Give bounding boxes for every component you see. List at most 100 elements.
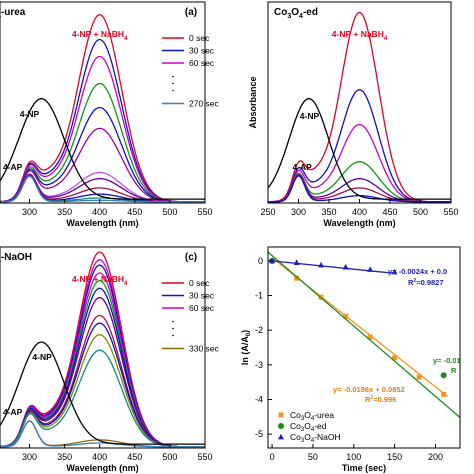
spectrum-line-trace-12 (0, 98, 205, 200)
x-tick-label: 350 (57, 207, 72, 217)
data-point (367, 266, 374, 272)
legend-label: Co3O4-ed (290, 421, 327, 433)
x-tick-label: 250 (260, 207, 275, 217)
data-point (343, 313, 349, 319)
data-point (318, 261, 325, 268)
legend-marker (278, 423, 284, 429)
y-tick-label: -1 (255, 291, 263, 301)
panel-title: 4-urea (0, 7, 26, 20)
spectrum-panel-b: 250 300 350 400 450 500 550 Wavelength (nm) Abso… (248, 7, 459, 228)
legend-marker (278, 412, 284, 418)
y-tick-label: 0 (258, 256, 263, 266)
spectrum-line-trace-13 (0, 341, 205, 445)
legend-label: 270 sec (189, 99, 220, 109)
r2-urea: R2=0.996 (365, 395, 396, 404)
y-tick-label: -5 (255, 429, 263, 439)
y-axis-label: ln (A/A0) (240, 330, 252, 365)
panel-title: 4-NaOH (0, 252, 32, 265)
x-tick-label: 450 (127, 452, 142, 462)
x-tick-label: 0 (270, 452, 275, 462)
spectrum-line-trace-5 (0, 287, 205, 448)
fit-line-1 (268, 251, 460, 418)
spectrum-line-trace-10 (0, 175, 205, 203)
annotation-4np: 4-NP (300, 111, 320, 121)
panel-label: (a) (185, 7, 197, 18)
x-tick-label: 100 (346, 452, 361, 462)
panel-title: Co3O4-ed (274, 7, 318, 20)
legend-dot (172, 327, 174, 330)
y-tick-label: -4 (255, 394, 263, 404)
panel-label: (c) (185, 252, 197, 263)
x-axis-label: Time (sec) (342, 463, 386, 473)
x-tick-label: 50 (308, 452, 318, 462)
spectrum-line-trace-6 (0, 296, 205, 448)
r2-ed: R (451, 366, 457, 375)
spectrum-line-trace-1 (268, 89, 451, 203)
y-tick-label: -2 (255, 325, 263, 335)
r2-naoh: R2=0.9827 (408, 278, 444, 287)
data-point (269, 257, 276, 264)
x-tick-label: 300 (291, 207, 306, 217)
data-point (392, 355, 398, 361)
legend-label: Co3O4-NaOH (290, 432, 341, 444)
x-tick-label: 550 (197, 207, 212, 217)
data-point (440, 372, 447, 379)
x-tick-label: 500 (413, 207, 428, 217)
fit-line-2 (272, 260, 397, 275)
spectrum-line-trace-7 (268, 98, 451, 200)
data-point (367, 334, 373, 340)
spectrum-line-trace-8 (0, 322, 205, 448)
x-tick-label: 550 (197, 452, 212, 462)
data-point (391, 268, 398, 275)
x-tick-label: 350 (321, 207, 336, 217)
legend-dot (172, 75, 174, 78)
legend-label: Co3O4-urea (290, 410, 334, 422)
spectrum-line-trace-10 (0, 349, 205, 448)
equation-urea: y= -0.0186x + 0.0852 (333, 385, 405, 394)
annotation-reaction: 4-NP + NaBH4 (72, 274, 128, 287)
x-tick-label: 500 (162, 452, 177, 462)
x-tick-label: 150 (387, 452, 402, 462)
legend-dot (172, 82, 174, 85)
spectrum-lines (0, 251, 205, 448)
x-axis-label: Wavelength (nm) (66, 463, 138, 473)
spectrum-line-trace-12 (0, 420, 205, 448)
data-point (342, 263, 349, 270)
kinetics-panel: 0 50 100 150 200 0 -1 -2 -3 -4 -5 Time (sec) ln (A/A… (240, 251, 461, 473)
data-point (441, 391, 447, 397)
x-tick-label: 300 (22, 207, 37, 217)
data-point (293, 259, 300, 265)
data-point (294, 275, 300, 281)
x-tick-label: 400 (92, 207, 107, 217)
plot-frame-a (0, 1, 206, 204)
y-tick-label: -3 (255, 360, 263, 370)
x-tick-label: 450 (127, 207, 142, 217)
spectrum-lines (0, 14, 205, 203)
annotation-4ap: 4-AP (292, 162, 312, 172)
legend-label: 60 sec (189, 303, 215, 313)
legend-label: 60 sec (189, 58, 215, 68)
annotation-reaction: 4-NP + NaBH4 (332, 29, 388, 42)
legend-dot (172, 89, 174, 92)
legend-label: 30 sec (189, 46, 215, 56)
equation-ed: y= -0.01 (433, 356, 461, 365)
annotation-4ap: 4-AP (3, 162, 23, 172)
plot-frame-c (0, 246, 206, 449)
x-tick-label: 400 (92, 452, 107, 462)
spectrum-panel-c: 300 350 400 450 500 550 Wavelength (nm) 4-NP + … (0, 251, 220, 473)
x-tick-label: 200 (428, 452, 443, 462)
spectrum-panel-a: 300 350 400 450 500 550 Wavelength (nm) 4-NP + … (0, 7, 220, 228)
plot-frame-b (267, 1, 452, 204)
legend-dot (172, 334, 174, 337)
equation-naoh: y= -0.0024x + 0.0 (388, 267, 447, 276)
spectrum-line-270-sec (0, 175, 205, 203)
x-tick-label: 500 (162, 207, 177, 217)
x-tick-label: 350 (57, 452, 72, 462)
annotation-4np: 4-NP (32, 352, 52, 362)
spectrum-line-trace-3 (0, 82, 205, 203)
x-tick-label: 300 (22, 452, 37, 462)
legend-label: 0 sec (189, 278, 210, 288)
annotation-4ap: 4-AP (3, 407, 23, 417)
legend-marker (278, 433, 284, 440)
